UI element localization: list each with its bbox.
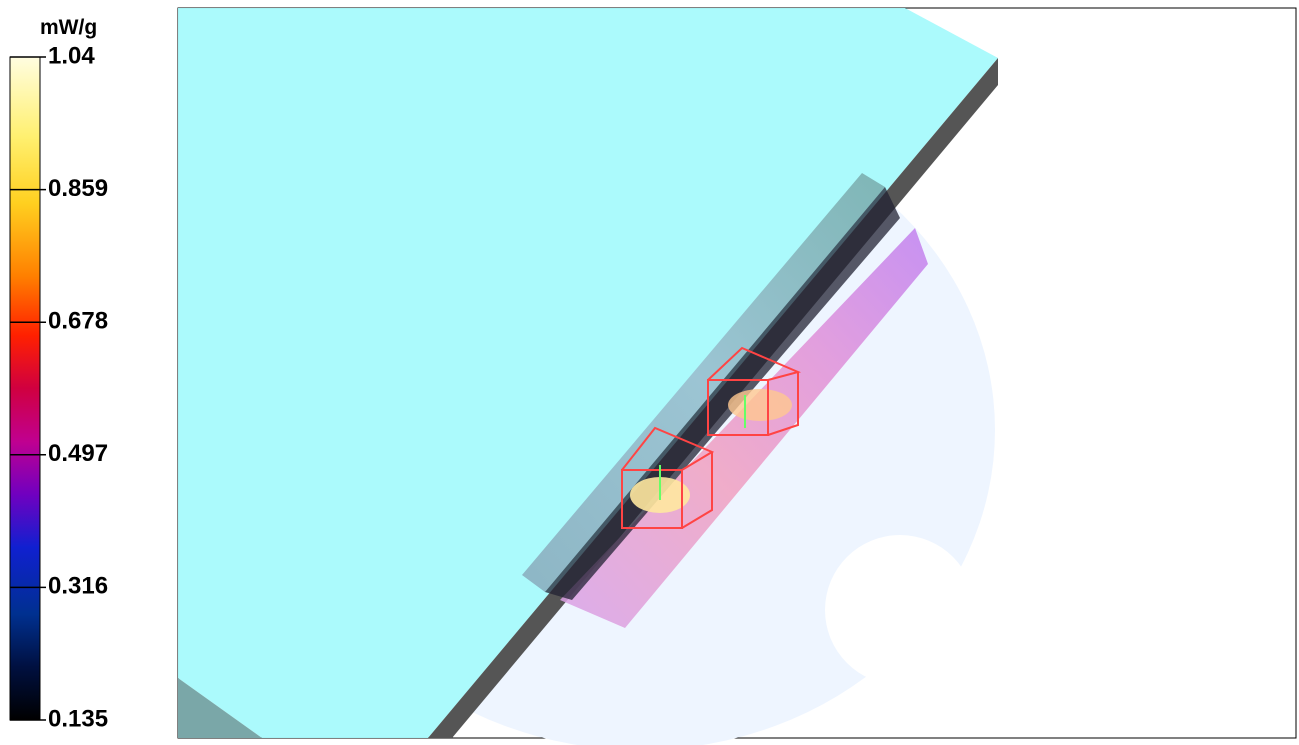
color-scale	[9, 56, 41, 721]
device-edge-left	[178, 678, 262, 738]
zoom-cube	[621, 426, 715, 529]
scene	[177, 7, 1297, 745]
scan-area	[522, 173, 885, 592]
phantom-cutout	[825, 535, 975, 685]
tick-label: 0.497	[48, 440, 108, 467]
tick-label: 0.859	[48, 175, 108, 202]
unit-label: mW/g	[40, 16, 97, 39]
tick-label: 0.678	[48, 308, 108, 335]
tick-label: 1.04	[48, 42, 95, 69]
tick-label: 0.316	[48, 573, 108, 600]
device-top	[178, 8, 998, 738]
hotspot	[728, 389, 792, 421]
colorbar: mW/g	[9, 16, 97, 721]
zoom-cube	[707, 346, 802, 436]
tick-label: 0.135	[48, 705, 108, 732]
